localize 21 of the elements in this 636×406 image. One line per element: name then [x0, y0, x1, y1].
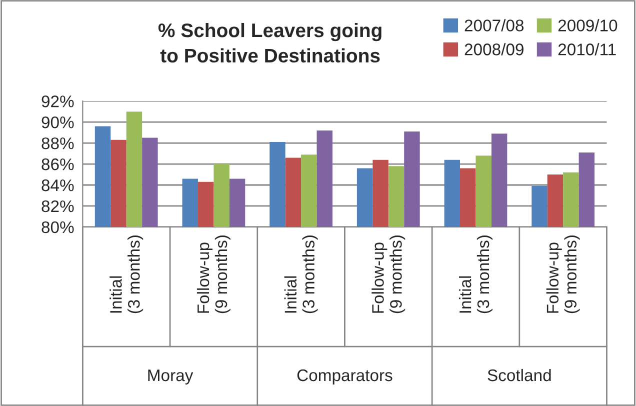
text: Comparators	[297, 369, 392, 384]
y-tick-label: 90%	[42, 116, 74, 128]
x-tick-label: Initial (3 months)	[458, 236, 492, 314]
y-tick-label: 82%	[42, 200, 74, 212]
y-tick-label: 88%	[42, 137, 74, 150]
x-tick-label: Follow-up (9 months)	[546, 236, 580, 314]
y-tick-label: 80%	[42, 221, 74, 234]
x-tick-label: Initial (3 months)	[284, 236, 318, 314]
y-tick-label: 92%	[42, 95, 74, 108]
y-tick-label: 84%	[42, 179, 74, 192]
text: Moray	[148, 370, 194, 384]
legend-label: 2008/09	[464, 43, 524, 56]
legend-label: 2010/11	[558, 43, 616, 56]
x-tick-label: Follow-up (9 months)	[196, 236, 230, 314]
chart-title: % School Leavers going to Positive Destinations	[158, 22, 382, 63]
text: Scotland	[488, 368, 551, 382]
legend-label: 2009/10	[558, 19, 618, 32]
x-tick-label: Initial (3 months)	[110, 236, 144, 314]
legend-label: 2007/08	[464, 19, 524, 32]
y-tick-label: 86%	[42, 158, 74, 170]
x-tick-label: Follow-up (9 months)	[372, 236, 406, 314]
